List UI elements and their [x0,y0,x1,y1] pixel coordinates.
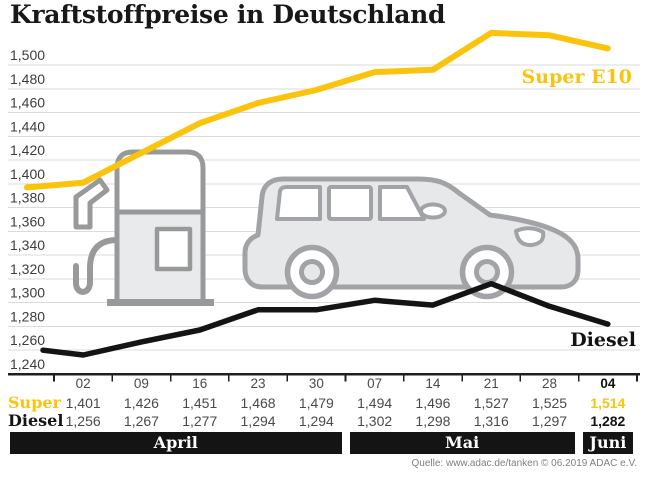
diesel-value-cell: 1,294 [298,413,334,429]
page-title: Kraftstoffpreise in Deutschland [10,0,446,29]
diesel-value-cell: 1,267 [123,413,159,429]
source-note: Quelle: www.adac.de/tanken © 06.2019 ADA… [411,458,637,469]
car-icon [242,176,581,300]
diesel-value-cell: 1,298 [415,413,451,429]
table-row-label-super: Super [8,393,61,412]
date-cell: 09 [133,376,149,391]
date-cell: 07 [367,376,383,391]
date-cell: 16 [192,376,208,391]
date-cell: 28 [542,376,558,391]
date-cell: 14 [425,376,441,391]
series-line-diesel [40,280,611,358]
table-row-label-diesel: Diesel [8,411,64,430]
date-cell: 30 [308,376,324,391]
y-axis-label: 1,280 [10,308,45,324]
diesel-value-cell: 1,294 [240,413,276,429]
y-axis-label: 1,480 [10,71,45,87]
series-label-super-e10: Super E10 [522,66,632,88]
super-value-cell: 1,401 [65,395,101,411]
diesel-values-row: 1,256 1,267 1,277 1,294 1,294 1,302 1,298 1,316… [0,413,650,429]
y-axis-label: 1,260 [10,332,45,348]
x-axis-ticks [53,374,638,382]
y-axis-label: 1,500 [10,47,45,63]
super-value-cell: 1,514 [590,395,626,411]
diesel-value-cell: 1,277 [182,413,218,429]
super-value-cell: 1,479 [298,395,334,411]
y-axis-label: 1,240 [10,356,45,372]
series-line-super-e10 [24,29,611,191]
date-cell: 02 [75,376,91,391]
y-axis-label: 1,360 [10,213,45,229]
super-value-cell: 1,426 [123,395,159,411]
y-axis-label: 1,340 [10,237,45,253]
y-axis-label: 1,460 [10,95,45,111]
y-axis-label: 1,420 [10,142,45,158]
diesel-value-cell: 1,297 [532,413,568,429]
y-axis-label: 1,400 [10,166,45,182]
date-cell: 04 [600,376,616,391]
super-value-cell: 1,494 [357,395,393,411]
date-header-row: 02 09 16 23 30 07 14 21 28 04 [0,376,650,391]
diesel-value-cell: 1,316 [473,413,509,429]
super-value-cell: 1,468 [240,395,276,411]
month-band-april: April [10,432,342,454]
diesel-value-cell: 1,282 [590,413,626,429]
y-axis-label: 1,380 [10,190,45,206]
super-value-cell: 1,451 [182,395,218,411]
y-axis-label: 1,320 [10,261,45,277]
fuel-pump-icon [73,149,214,306]
y-axis-label: 1,440 [10,118,45,134]
month-band-mai: Mai [349,432,575,454]
series-label-diesel: Diesel [570,329,636,351]
diesel-value-cell: 1,302 [357,413,393,429]
y-axis-labels: 1,500 1,480 1,460 1,440 1,420 1,400 1,380 1,360… [10,47,45,372]
series-lines [24,29,611,358]
date-cell: 23 [250,376,266,391]
diesel-value-cell: 1,256 [65,413,101,429]
month-bands: April Mai Juni [0,432,650,454]
super-values-row: 1,401 1,426 1,451 1,468 1,479 1,494 1,496 1,527… [0,395,650,411]
y-axis-label: 1,300 [10,285,45,301]
date-cell: 21 [483,376,499,391]
super-value-cell: 1,496 [415,395,451,411]
month-band-juni: Juni [582,432,633,454]
super-value-cell: 1,525 [532,395,568,411]
super-value-cell: 1,527 [473,395,509,411]
